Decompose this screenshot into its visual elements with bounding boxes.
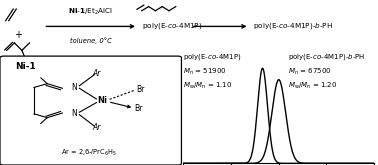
Text: poly(E-$\it{co}$-4M1P): poly(E-$\it{co}$-4M1P) [142, 21, 202, 31]
Text: Br: Br [136, 85, 144, 94]
Text: Ar = 2,6-$\it{i}$PrC$_6$H$_5$: Ar = 2,6-$\it{i}$PrC$_6$H$_5$ [61, 148, 117, 158]
FancyBboxPatch shape [0, 56, 181, 165]
Text: $\mathit{M}_\mathregular{n}$ = 51900: $\mathit{M}_\mathregular{n}$ = 51900 [183, 67, 227, 77]
Text: Ni-1: Ni-1 [15, 62, 36, 71]
Text: toluene, 0°C: toluene, 0°C [70, 37, 112, 44]
Text: $\mathit{M}_\mathregular{w}$/$\mathit{M}_\mathregular{n}$ = 1.10: $\mathit{M}_\mathregular{w}$/$\mathit{M}… [183, 80, 233, 91]
Text: +: + [14, 30, 22, 40]
Text: N: N [71, 109, 77, 118]
Text: Ni: Ni [97, 96, 107, 105]
Text: Ar: Ar [92, 69, 101, 78]
Text: $\bf{Ni\text{-}1}$/Et$_2$AlCl: $\bf{Ni\text{-}1}$/Et$_2$AlCl [68, 7, 113, 17]
Text: $\mathit{M}_\mathregular{n}$ = 67500: $\mathit{M}_\mathregular{n}$ = 67500 [288, 67, 332, 77]
Text: poly(E-$\it{co}$-4M1P)-$\it{b}$-PH: poly(E-$\it{co}$-4M1P)-$\it{b}$-PH [288, 52, 366, 62]
Text: N: N [71, 83, 77, 92]
Text: Ar: Ar [92, 123, 101, 132]
Text: poly(E-$\it{co}$-4M1P)-$\it{b}$-PH: poly(E-$\it{co}$-4M1P)-$\it{b}$-PH [253, 21, 333, 31]
Text: poly(E-$\it{co}$-4M1P): poly(E-$\it{co}$-4M1P) [183, 52, 242, 62]
Text: $\mathit{M}_\mathregular{w}$/$\mathit{M}_\mathregular{n}$ = 1.20: $\mathit{M}_\mathregular{w}$/$\mathit{M}… [288, 80, 337, 91]
Text: Br: Br [134, 104, 143, 113]
